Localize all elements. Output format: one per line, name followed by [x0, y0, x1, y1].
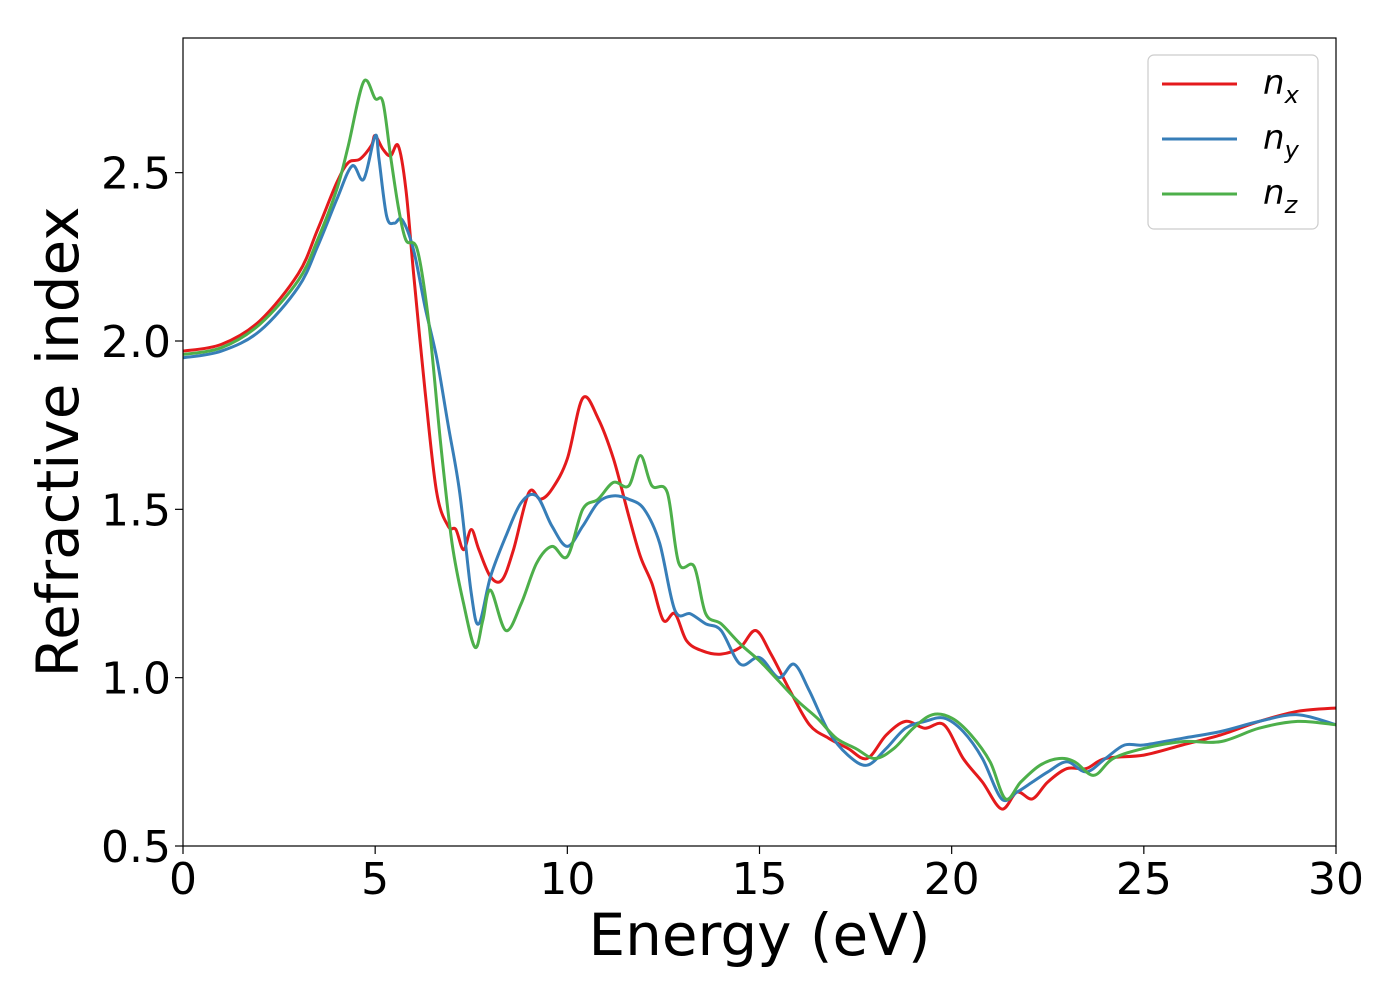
series-lines — [182, 78, 1337, 811]
y-axis-label: Refractive index — [24, 206, 92, 677]
y-tick-label: 0.5 — [101, 822, 171, 873]
legend-label-nx: nx — [1263, 63, 1300, 109]
x-axis-ticks: 0 5 10 15 20 25 30 — [169, 846, 1364, 905]
y-tick-label: 1.0 — [101, 654, 171, 705]
legend-box — [1147, 54, 1319, 230]
x-tick-label: 10 — [539, 854, 595, 905]
y-tick-label: 1.5 — [101, 485, 171, 536]
series-line-ny — [182, 133, 1337, 803]
legend-label-ny: ny — [1263, 118, 1300, 164]
x-tick-label: 20 — [924, 854, 980, 905]
x-tick-label: 30 — [1308, 854, 1364, 905]
x-tick-label: 0 — [169, 854, 197, 905]
y-tick-label: 2.0 — [101, 317, 171, 368]
y-axis-ticks: 0.5 1.0 1.5 2.0 2.5 — [101, 149, 183, 873]
x-tick-label: 25 — [1116, 854, 1172, 905]
x-tick-label: 15 — [732, 854, 788, 905]
x-tick-label: 5 — [361, 854, 389, 905]
series-line-nz — [182, 78, 1337, 801]
y-tick-label: 2.5 — [101, 149, 171, 200]
x-axis-label: Energy (eV) — [588, 901, 930, 969]
